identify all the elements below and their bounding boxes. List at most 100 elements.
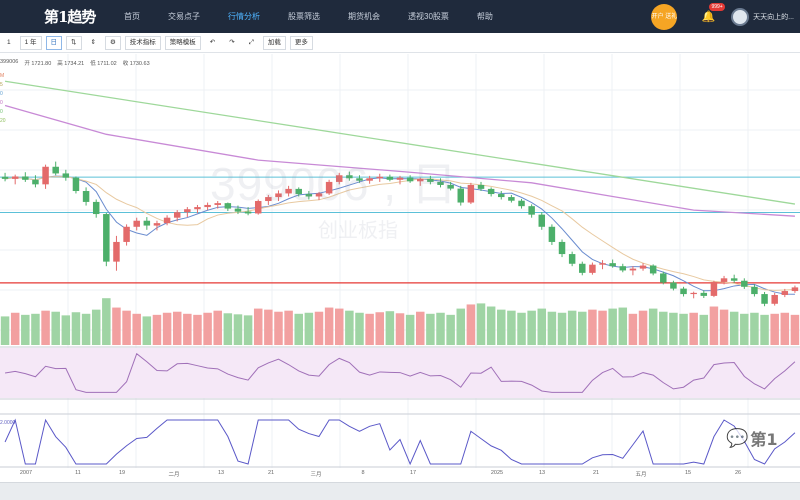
candle-body	[467, 184, 475, 203]
toolbar-range-button[interactable]: 1 年	[19, 35, 42, 50]
volume-bar	[507, 310, 516, 345]
candle-body	[204, 204, 211, 208]
redo-icon[interactable]: ↷	[224, 35, 240, 50]
candle-body	[498, 194, 505, 198]
notification-bell[interactable]: 🔔 999+	[701, 3, 725, 23]
volume-bar	[304, 312, 314, 345]
date-tick-label: 11	[75, 470, 81, 476]
volume-bar	[284, 310, 293, 345]
volume-bar	[223, 313, 233, 345]
candle-body	[366, 178, 373, 181]
date-tick-label: 8	[361, 470, 365, 476]
ma-line-long	[4, 80, 796, 205]
ohlc-open: 开 1721.80	[24, 61, 52, 67]
toolbar-indicators-button[interactable]: 技术指标	[124, 35, 161, 50]
toolbar-scale-button[interactable]: ⇕	[85, 35, 101, 50]
volume-bar	[578, 311, 587, 345]
volume-bar	[537, 308, 547, 345]
candle-body	[315, 193, 323, 197]
avatar[interactable]	[731, 7, 750, 26]
toolbar-templates-button[interactable]: 策略模板	[164, 35, 201, 50]
ma-legend-item: 0	[0, 100, 3, 106]
volume-bar	[760, 314, 769, 345]
nav-item-trade-ideas[interactable]: 交易点子	[168, 12, 200, 21]
candle-body	[649, 265, 657, 274]
bell-icon: 🔔	[701, 11, 716, 23]
volume-bar	[274, 311, 283, 345]
volume-bar	[203, 312, 212, 345]
toolbar-load-button[interactable]: 加载	[262, 35, 286, 50]
volume-bar	[152, 314, 162, 345]
volume-bar	[233, 314, 243, 345]
volume-bar	[456, 308, 466, 345]
volume-bar	[598, 310, 607, 345]
candle-body	[508, 197, 515, 201]
symbol-watermark: 399006 , 日	[210, 158, 458, 210]
volume-bar	[91, 309, 101, 345]
nav-item-market-analysis[interactable]: 行情分析	[228, 12, 260, 21]
candle-body	[72, 177, 80, 192]
date-tick-label: 26	[734, 470, 742, 476]
candle-body	[234, 208, 242, 212]
nav-item-stock-screener[interactable]: 股票筛选	[288, 12, 320, 21]
candle-body	[528, 206, 535, 215]
volume-bar	[780, 312, 790, 345]
candle-body	[619, 266, 627, 271]
promo-button[interactable]: 开户 送礼	[651, 3, 678, 30]
volume-bar	[750, 312, 759, 345]
candle-body	[406, 177, 414, 182]
candle-body	[558, 241, 566, 255]
toolbar-more-button[interactable]: 更多	[289, 35, 313, 50]
ma-legend-item: M	[0, 73, 5, 79]
date-axis: 2007 11 19 二月 13 21 三月 8 17 2025 13 21 五月 15 26	[0, 468, 800, 480]
volume-bar	[648, 308, 658, 345]
date-tick-label: 2025	[490, 470, 504, 476]
candle-body	[690, 292, 697, 295]
candle-body	[487, 188, 495, 195]
nav-item-home[interactable]: 首页	[124, 12, 140, 21]
candle-body	[325, 181, 333, 194]
fullscreen-icon[interactable]: ⤢	[243, 35, 259, 50]
toolbar-symbol-button[interactable]: 1	[2, 35, 16, 50]
ma-legend-item: 20	[0, 118, 6, 124]
volume-bar	[193, 314, 202, 345]
ma-legend-item: 5	[0, 82, 3, 88]
volume-bar	[699, 314, 709, 345]
volume-bar	[324, 307, 334, 345]
toolbar-compare-button[interactable]: ⇅	[66, 35, 82, 50]
candle-body	[629, 268, 637, 271]
candle-body	[254, 201, 262, 214]
nav-right: 开户 送礼 🔔 999+ 天天向上的...	[651, 0, 800, 33]
candle-body	[346, 175, 353, 179]
candle-body	[336, 175, 343, 182]
undo-icon[interactable]: ↶	[204, 35, 221, 50]
candle-body	[42, 166, 49, 185]
volume-bar	[102, 298, 111, 345]
volume-bar	[405, 314, 415, 345]
nav-item-futures[interactable]: 期货机会	[348, 12, 380, 21]
candle-body	[244, 211, 252, 214]
volume-bar	[172, 311, 182, 345]
bottom-scrollbar[interactable]	[0, 482, 800, 500]
volume-bar	[790, 314, 800, 345]
username[interactable]: 天天向上的...	[753, 13, 794, 21]
site-logo[interactable]: 第1趋势	[44, 8, 96, 26]
ohlc-close: 收 1730.63	[122, 61, 150, 67]
candle-body	[670, 282, 677, 289]
volume-bar	[345, 310, 354, 345]
gear-icon[interactable]: ⚙	[104, 35, 121, 50]
toolbar-period-button[interactable]: 日	[45, 35, 63, 50]
nav-item-top30[interactable]: 透视30股票	[408, 12, 449, 21]
candle-body	[52, 166, 59, 174]
ohlc-symbol: 399006	[0, 59, 19, 65]
volume-bar	[557, 312, 567, 345]
watermark-period: 日	[410, 158, 458, 210]
nav-item-help[interactable]: 帮助	[476, 12, 493, 21]
volume-bar	[436, 312, 445, 345]
candle-body	[123, 226, 130, 242]
volume-bar	[213, 310, 222, 345]
volume-bar	[395, 313, 405, 345]
kdj-line	[4, 418, 796, 466]
price-chart[interactable]	[0, 54, 800, 500]
candle-body	[396, 177, 404, 180]
